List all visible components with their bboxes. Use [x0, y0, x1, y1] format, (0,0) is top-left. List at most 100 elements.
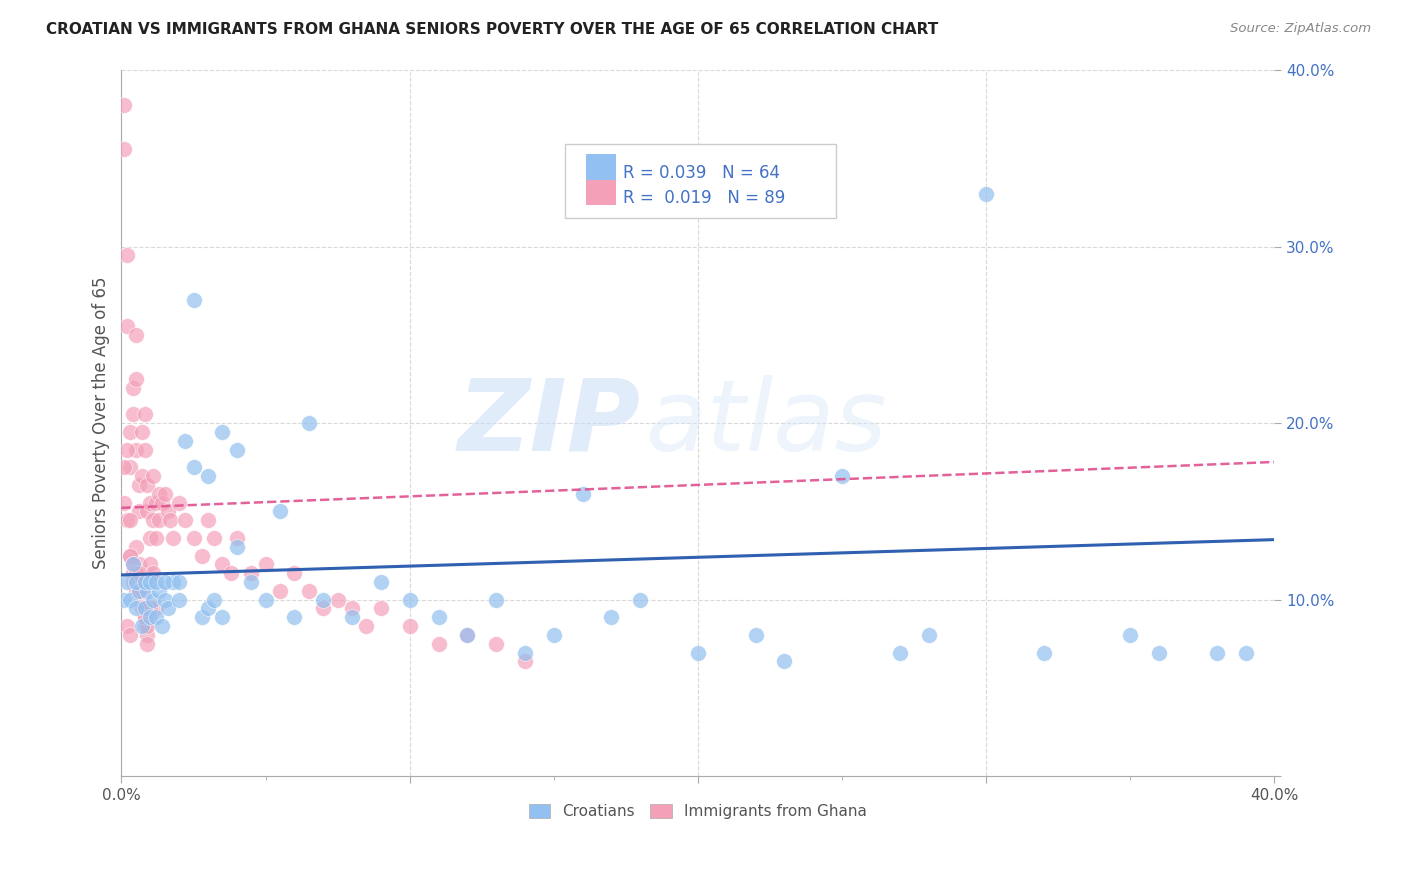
- Point: [115, 248, 138, 262]
- Point: [122, 558, 145, 572]
- Point: [112, 143, 135, 157]
- Point: [269, 583, 291, 598]
- Point: [202, 592, 225, 607]
- Point: [628, 592, 651, 607]
- Point: [136, 628, 159, 642]
- Point: [153, 487, 176, 501]
- Point: [122, 381, 145, 395]
- Point: [136, 619, 159, 633]
- Point: [1205, 646, 1227, 660]
- Point: [120, 592, 142, 607]
- FancyBboxPatch shape: [586, 179, 616, 205]
- Point: [197, 513, 219, 527]
- Text: Source: ZipAtlas.com: Source: ZipAtlas.com: [1230, 22, 1371, 36]
- Point: [139, 601, 162, 615]
- Point: [513, 646, 536, 660]
- Point: [173, 513, 195, 527]
- Point: [128, 583, 150, 598]
- Point: [128, 566, 150, 581]
- Point: [142, 566, 165, 581]
- Point: [225, 442, 247, 457]
- Point: [148, 487, 170, 501]
- Point: [112, 495, 135, 509]
- Point: [240, 566, 263, 581]
- Point: [134, 619, 156, 633]
- Point: [122, 574, 145, 589]
- Point: [145, 610, 167, 624]
- Point: [115, 619, 138, 633]
- Text: CROATIAN VS IMMIGRANTS FROM GHANA SENIORS POVERTY OVER THE AGE OF 65 CORRELATION: CROATIAN VS IMMIGRANTS FROM GHANA SENIOR…: [46, 22, 939, 37]
- Point: [159, 513, 181, 527]
- Legend: Croatians, Immigrants from Ghana: Croatians, Immigrants from Ghana: [523, 797, 873, 825]
- Point: [167, 495, 190, 509]
- Point: [139, 610, 162, 624]
- Point: [122, 407, 145, 421]
- Point: [162, 574, 184, 589]
- Point: [131, 592, 153, 607]
- Point: [112, 98, 135, 112]
- Point: [254, 592, 277, 607]
- Point: [122, 566, 145, 581]
- Point: [148, 583, 170, 598]
- Point: [145, 495, 167, 509]
- Point: [485, 637, 508, 651]
- Point: [120, 425, 142, 439]
- Text: R =  0.019   N = 89: R = 0.019 N = 89: [623, 189, 786, 208]
- Point: [167, 574, 190, 589]
- Point: [356, 619, 378, 633]
- Point: [153, 574, 176, 589]
- Point: [283, 566, 305, 581]
- Point: [191, 610, 214, 624]
- Point: [131, 619, 153, 633]
- Point: [148, 513, 170, 527]
- Point: [312, 601, 335, 615]
- Point: [134, 601, 156, 615]
- Point: [142, 513, 165, 527]
- Point: [145, 601, 167, 615]
- Point: [485, 592, 508, 607]
- Point: [183, 531, 205, 545]
- Point: [456, 628, 478, 642]
- Point: [513, 655, 536, 669]
- Point: [125, 372, 148, 386]
- Point: [156, 504, 179, 518]
- Point: [145, 574, 167, 589]
- Point: [125, 583, 148, 598]
- Point: [744, 628, 766, 642]
- Point: [125, 327, 148, 342]
- Point: [115, 574, 138, 589]
- Point: [211, 558, 233, 572]
- Point: [136, 504, 159, 518]
- Point: [120, 460, 142, 475]
- Point: [974, 186, 997, 201]
- Point: [120, 549, 142, 563]
- Point: [136, 478, 159, 492]
- Point: [398, 592, 420, 607]
- Point: [283, 610, 305, 624]
- Point: [125, 601, 148, 615]
- Point: [917, 628, 939, 642]
- Point: [142, 592, 165, 607]
- Point: [831, 469, 853, 483]
- Point: [120, 549, 142, 563]
- Point: [298, 416, 321, 430]
- Point: [773, 655, 796, 669]
- Point: [134, 610, 156, 624]
- Point: [112, 592, 135, 607]
- Point: [128, 504, 150, 518]
- Point: [131, 583, 153, 598]
- Point: [134, 442, 156, 457]
- Y-axis label: Seniors Poverty Over the Age of 65: Seniors Poverty Over the Age of 65: [93, 277, 110, 569]
- Point: [131, 469, 153, 483]
- Point: [183, 293, 205, 307]
- Text: atlas: atlas: [647, 375, 887, 472]
- Point: [115, 513, 138, 527]
- Point: [122, 558, 145, 572]
- Point: [134, 407, 156, 421]
- Point: [571, 487, 593, 501]
- Point: [197, 469, 219, 483]
- Point: [173, 434, 195, 448]
- Point: [686, 646, 709, 660]
- Point: [326, 592, 349, 607]
- Point: [162, 531, 184, 545]
